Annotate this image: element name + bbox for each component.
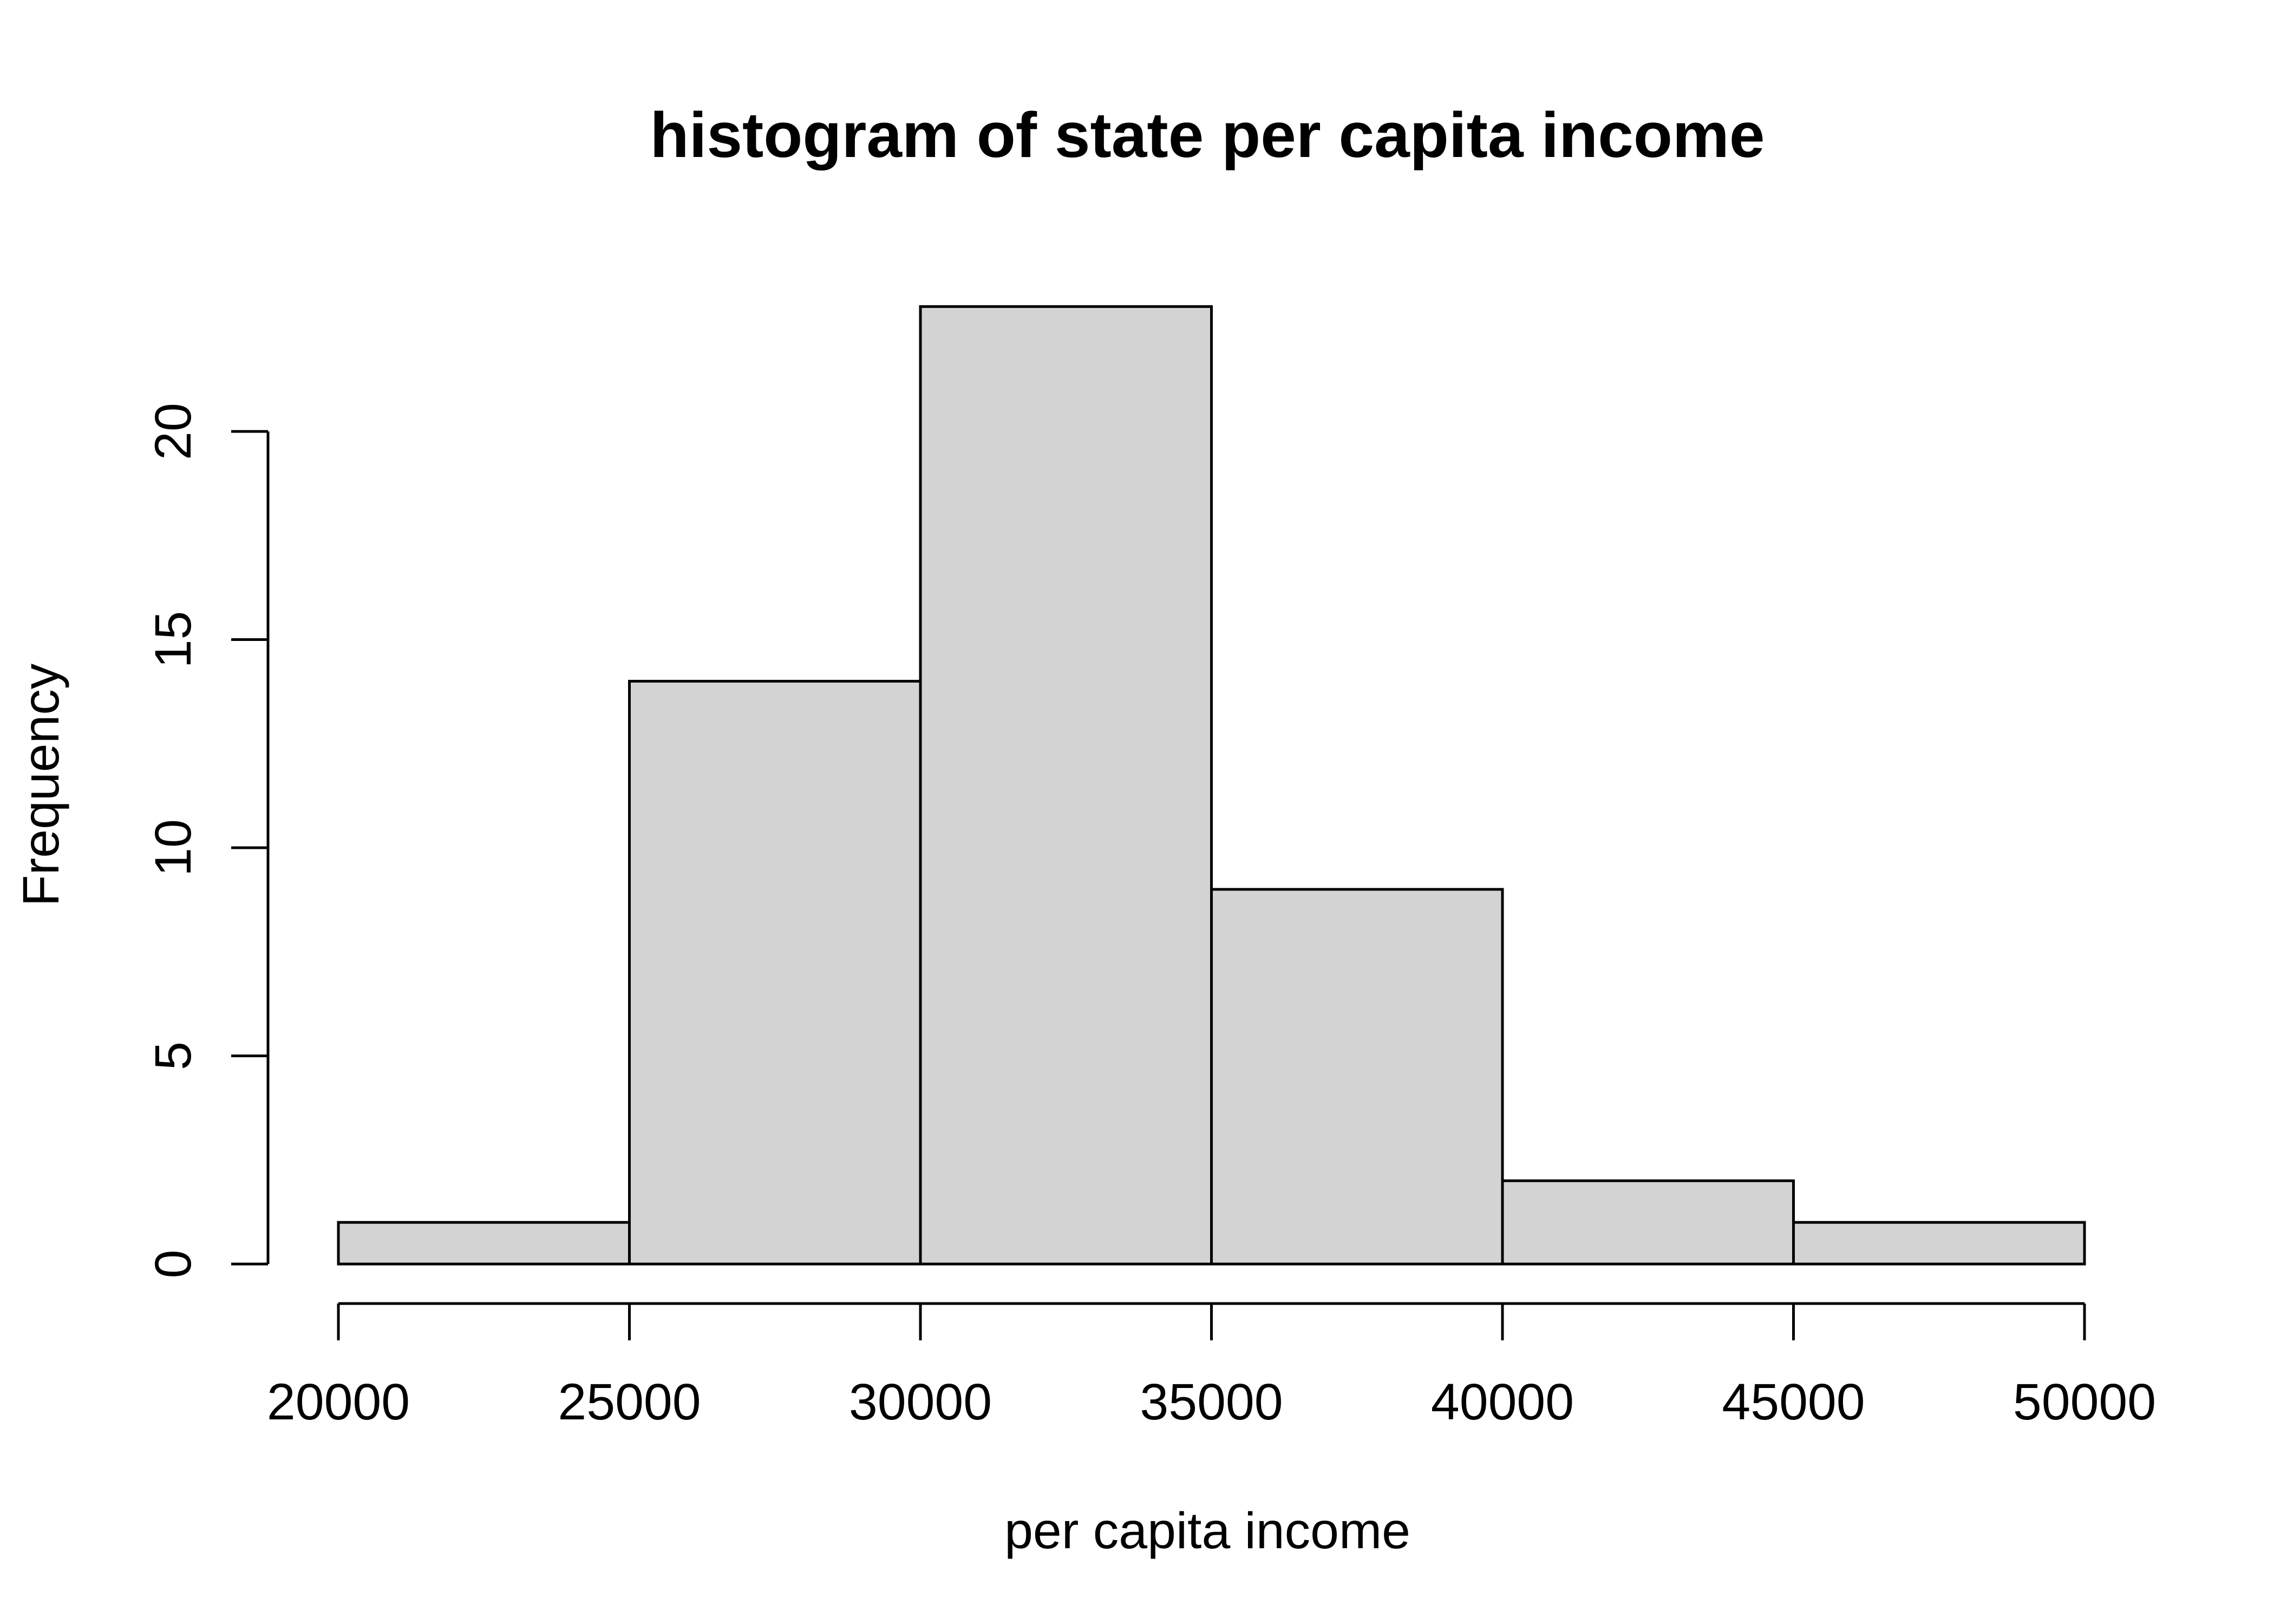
y-tick-label: 0 (145, 1250, 202, 1279)
x-tick-label: 50000 (2013, 1373, 2156, 1431)
x-tick-label: 45000 (1722, 1373, 1865, 1431)
histogram-bar (628, 679, 922, 1266)
y-axis: 0 5 10 15 20 (145, 403, 270, 1279)
y-tick-label: 5 (145, 1042, 202, 1070)
histogram-bar (1792, 1221, 2086, 1266)
x-tick-label: 35000 (1140, 1373, 1283, 1431)
histogram-bar (1210, 888, 1504, 1266)
histogram-bar (337, 1221, 631, 1266)
y-tick-label: 20 (145, 403, 202, 460)
histogram-bar (1501, 1179, 1795, 1266)
x-tick-label: 30000 (849, 1373, 992, 1431)
bars-group (337, 305, 2086, 1266)
x-tick-label: 40000 (1431, 1373, 1574, 1431)
chart-title: histogram of state per capita income (650, 100, 1765, 171)
y-axis-title: Frequency (12, 663, 70, 906)
y-tick-label: 10 (145, 819, 202, 876)
x-tick-label: 25000 (558, 1373, 701, 1431)
x-axis-title: per capita income (1004, 1502, 1410, 1560)
x-tick-label: 20000 (267, 1373, 410, 1431)
histogram-bar (919, 305, 1213, 1266)
x-axis: 20000 25000 30000 35000 40000 45000 50000 (267, 1302, 2156, 1431)
y-tick-label: 15 (145, 611, 202, 669)
